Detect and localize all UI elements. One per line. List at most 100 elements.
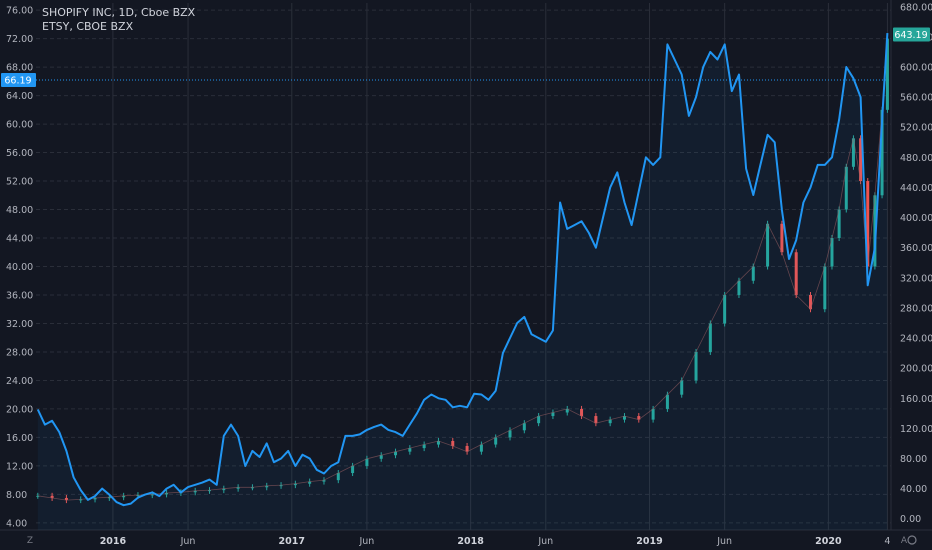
chart-legend: SHOPIFY INC, 1D, Cboe BZX ETSY, CBOE BZX (42, 6, 195, 34)
etsy-candle (694, 351, 698, 381)
etsy-candle (809, 294, 813, 310)
time-tick-label: Jun (716, 536, 732, 547)
right-tick-label: 520.00 (900, 123, 932, 134)
etsy-candle (136, 495, 140, 497)
time-tick-label: 2018 (457, 536, 484, 547)
right-tick-label: 400.00 (900, 213, 932, 224)
right-tick-label: 80.00 (900, 454, 927, 465)
etsy-candle (522, 423, 526, 431)
etsy-candle (723, 294, 727, 324)
left-tick-label: 44.00 (6, 234, 33, 245)
etsy-candle (79, 499, 83, 501)
etsy-trace (37, 38, 888, 501)
etsy-candle (885, 38, 889, 110)
shopify-area (37, 33, 888, 530)
etsy-candle (250, 487, 254, 489)
right-tick-label: 200.00 (900, 364, 932, 375)
right-tick-label: 680.00 (900, 2, 932, 13)
left-tick-label: 72.00 (6, 34, 33, 45)
etsy-candle (737, 280, 741, 295)
time-tick-label: 2019 (636, 536, 662, 547)
etsy-candle (408, 448, 412, 452)
time-tick-label: Jun (180, 536, 196, 547)
etsy-candle (766, 223, 770, 267)
timezone-z-icon[interactable]: Z (27, 536, 33, 546)
auto-scale-icon[interactable]: A (901, 536, 908, 546)
etsy-candle (594, 416, 598, 424)
etsy-candle (208, 490, 212, 492)
legend-primary-symbol[interactable]: SHOPIFY INC, 1D, Cboe BZX (42, 6, 196, 19)
etsy-candle (565, 408, 569, 413)
etsy-candle (336, 473, 340, 481)
etsy-candle (64, 497, 68, 501)
etsy-candle (465, 445, 469, 452)
left-tick-label: 24.00 (6, 376, 33, 387)
etsy-candle (851, 138, 855, 167)
etsy-candle (751, 266, 755, 281)
etsy-candle (193, 490, 197, 493)
shopify-line (36, 33, 889, 507)
etsy-candle (637, 416, 641, 420)
left-tick-label: 64.00 (6, 91, 33, 102)
etsy-candle (844, 166, 848, 210)
left-tick-label: 60.00 (6, 120, 33, 131)
etsy-candle (859, 138, 863, 182)
etsy-candle (36, 495, 40, 497)
etsy-candle (479, 444, 483, 452)
right-tick-label: 160.00 (900, 394, 932, 405)
left-tick-label: 52.00 (6, 177, 33, 188)
left-tick-label: 32.00 (6, 319, 33, 330)
etsy-candle (708, 323, 712, 352)
etsy-candle (866, 181, 870, 267)
etsy-candle (122, 495, 126, 498)
etsy-candle (823, 266, 827, 310)
etsy-candle (794, 252, 798, 295)
left-tick-label: 76.00 (6, 6, 33, 17)
etsy-candle (436, 440, 440, 445)
etsy-candle (394, 451, 398, 456)
left-tick-label: 68.00 (6, 63, 33, 74)
price-badges: 643.19 66.19 (1, 27, 930, 87)
right-tick-label: 440.00 (900, 183, 932, 194)
etsy-candle (50, 495, 54, 498)
etsy-candle (680, 380, 684, 395)
etsy-candle (608, 419, 612, 424)
etsy-candle (379, 455, 383, 459)
etsy-candle (236, 487, 240, 489)
left-tick-label: 28.00 (6, 347, 33, 358)
time-tick-label: Jun (537, 536, 553, 547)
left-price-axis[interactable]: 4.00 8.00 12.00 16.00 20.00 24.00 28.00 32.00 36… (6, 6, 33, 530)
etsy-candle (508, 430, 512, 438)
right-tick-label: 280.00 (900, 303, 932, 314)
etsy-candle (279, 485, 283, 487)
etsy-candle (222, 488, 226, 491)
time-tick-label: 4 (884, 536, 890, 547)
left-tick-label: 4.00 (6, 518, 27, 529)
right-price-axis[interactable]: 0.00 40.00 80.00 120.00 160.00 200.00 240.00 28… (0, 0, 932, 531)
legend-secondary-symbol[interactable]: ETSY, CBOE BZX (42, 20, 134, 33)
etsy-candle (494, 437, 498, 445)
etsy-candle (551, 412, 555, 417)
last-price-label: 643.19 (894, 30, 927, 41)
left-tick-label: 56.00 (6, 148, 33, 159)
etsy-candle (93, 497, 97, 500)
time-tick-label: 2016 (100, 536, 127, 547)
right-tick-label: 600.00 (900, 62, 932, 73)
etsy-candle (107, 497, 111, 499)
right-tick-label: 0.00 (900, 514, 921, 525)
right-tick-label: 480.00 (900, 153, 932, 164)
etsy-candle (537, 416, 541, 424)
right-tick-label: 240.00 (900, 334, 932, 345)
right-tick-label: 320.00 (900, 273, 932, 284)
left-tick-label: 8.00 (6, 490, 27, 501)
etsy-candle (837, 209, 841, 239)
time-axis[interactable]: 2016 Jun 2017 Jun 2018 Jun 2019 Jun 2020 4 (100, 536, 891, 547)
time-tick-label: 2017 (279, 536, 305, 547)
gear-icon[interactable] (907, 535, 917, 545)
etsy-candle (351, 465, 355, 474)
etsy-candle (580, 408, 584, 417)
left-tick-label: 40.00 (6, 262, 33, 273)
etsy-candle (165, 492, 169, 495)
etsy-candle (365, 458, 369, 466)
